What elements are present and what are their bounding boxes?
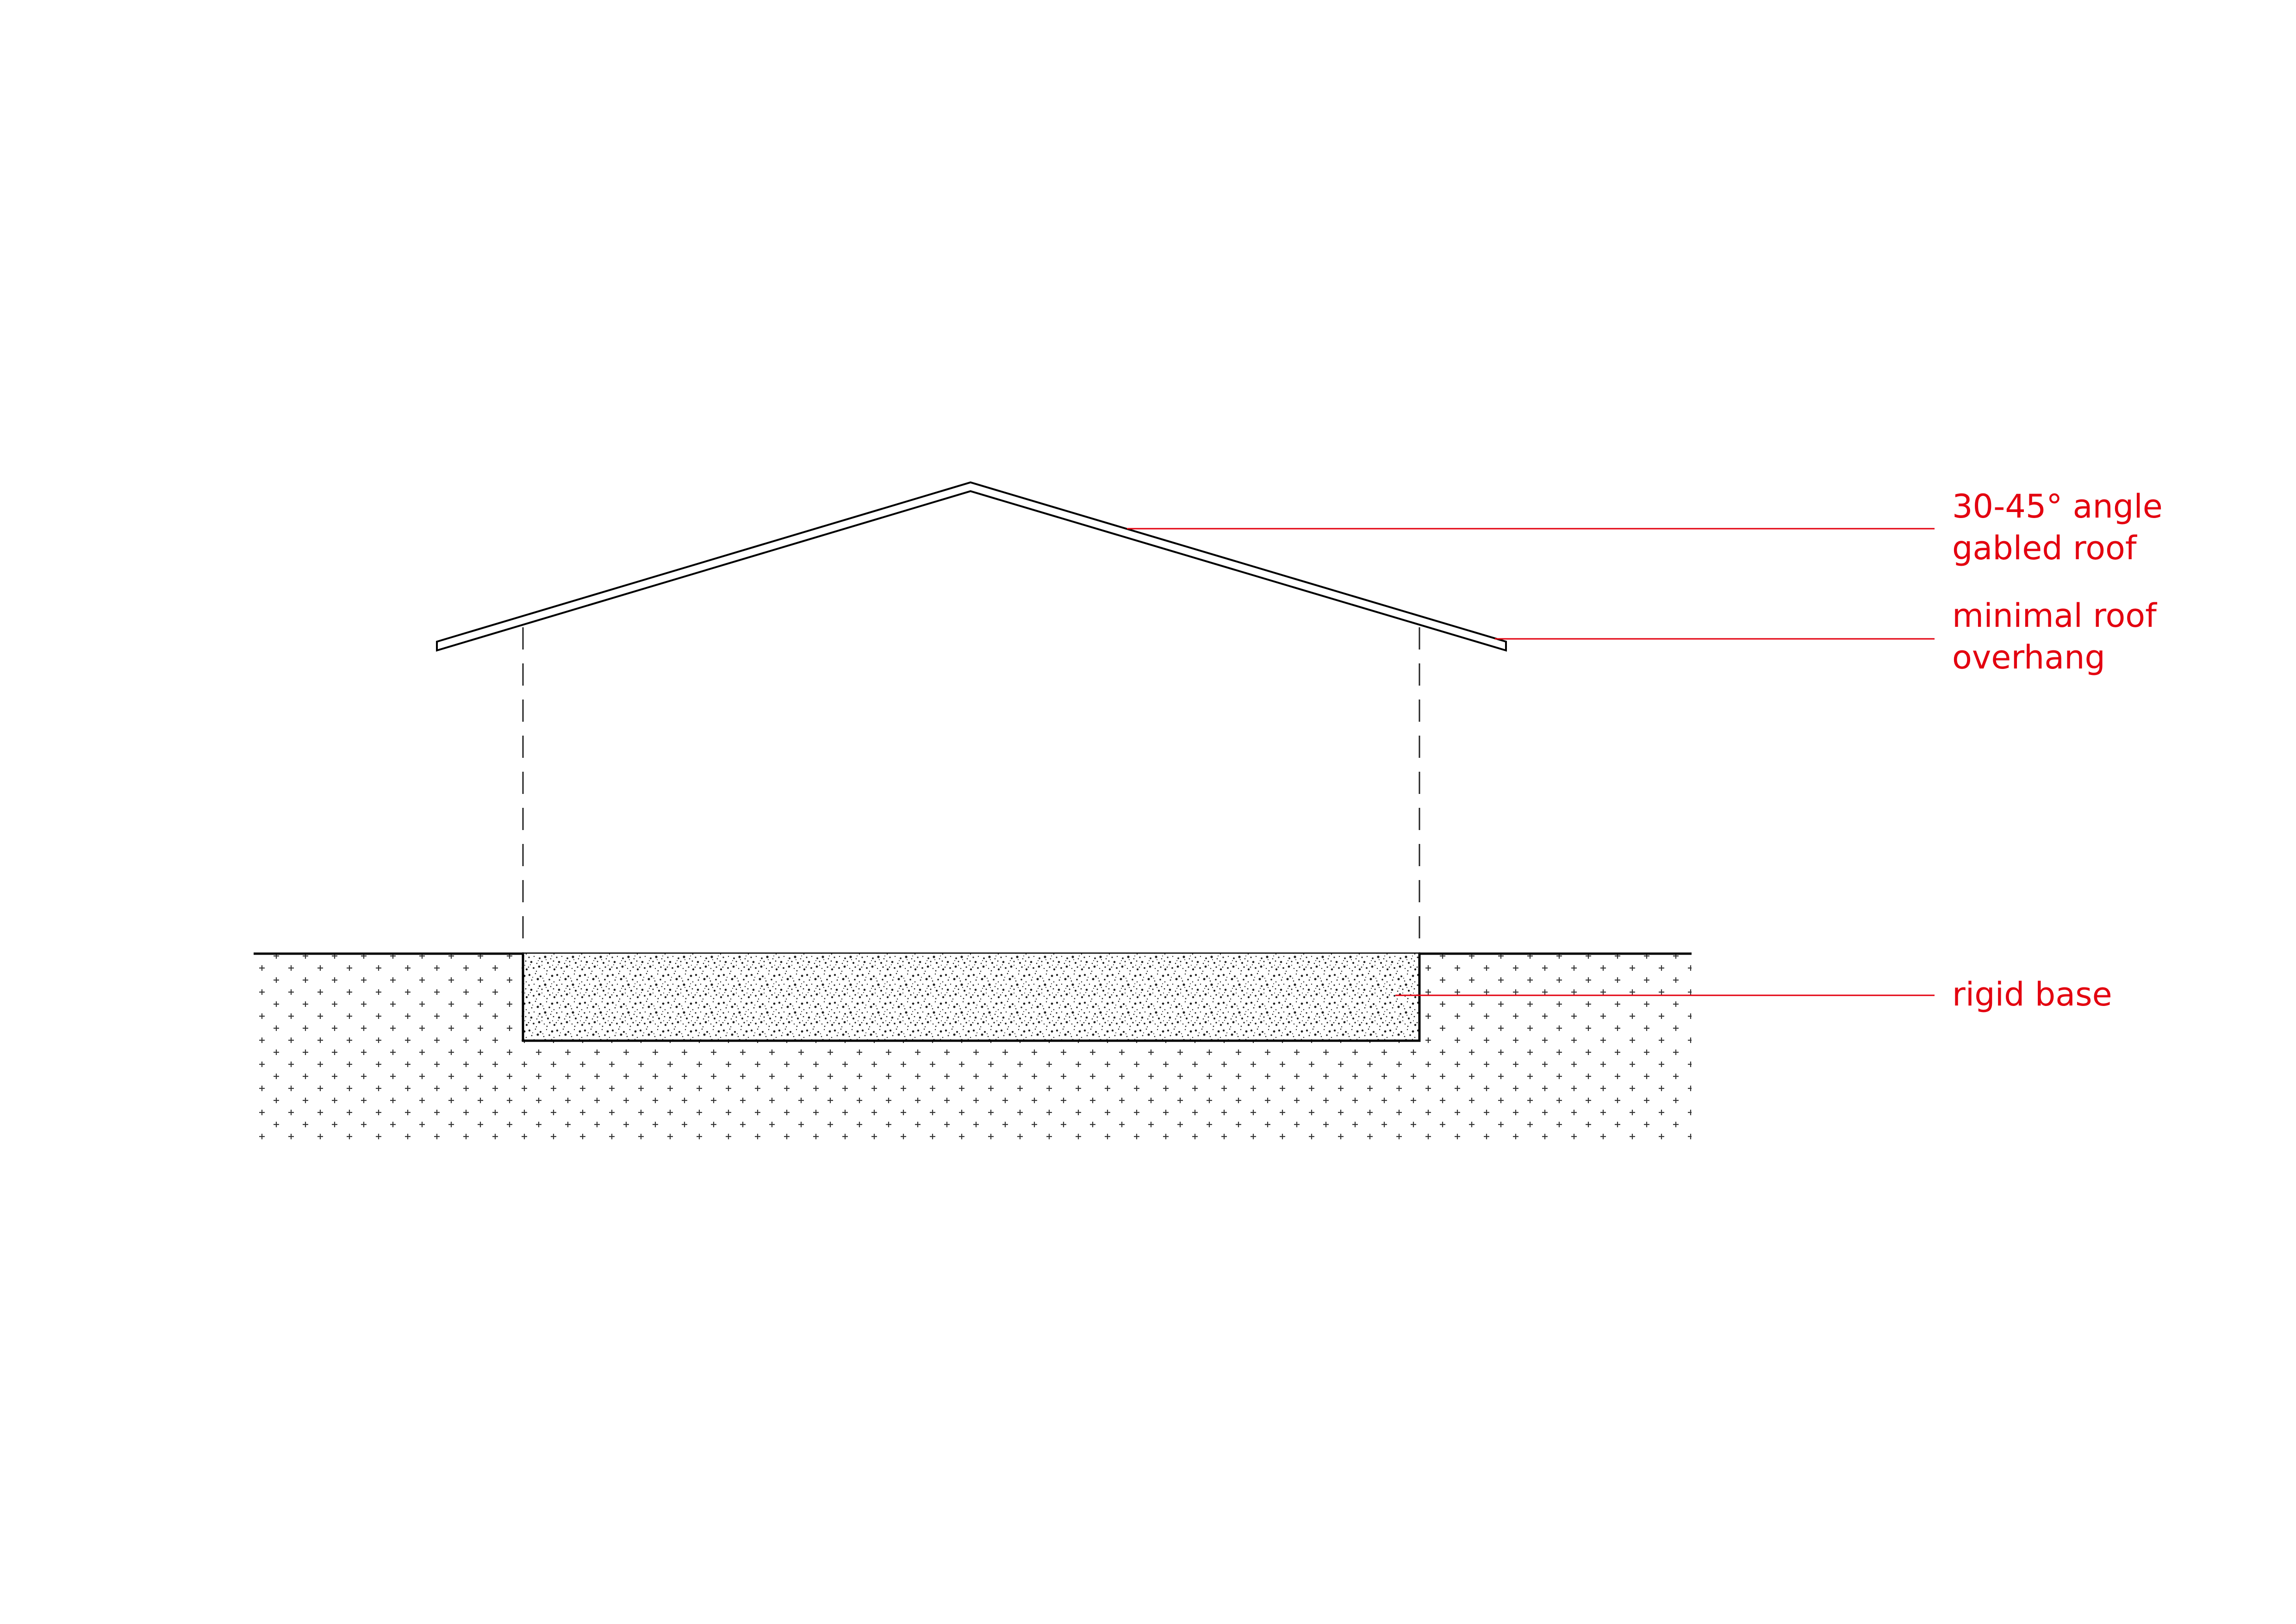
wall-lines — [522, 627, 1420, 954]
leader-lines — [1127, 528, 1935, 996]
rigid-base-label: rigid base — [1952, 975, 2112, 1013]
annotation-labels: 30-45° angle gabled roof minimal roof ov… — [1952, 487, 2173, 1013]
gabled-roof — [436, 481, 1507, 652]
roof-angle-label: 30-45° angle gabled roof — [1952, 487, 2173, 567]
rigid-base-slab — [522, 954, 1421, 1042]
roof-overhang-label: minimal roof overhang — [1952, 597, 2167, 676]
